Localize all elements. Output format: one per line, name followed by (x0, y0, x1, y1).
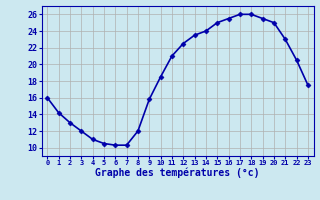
X-axis label: Graphe des températures (°c): Graphe des températures (°c) (95, 168, 260, 178)
